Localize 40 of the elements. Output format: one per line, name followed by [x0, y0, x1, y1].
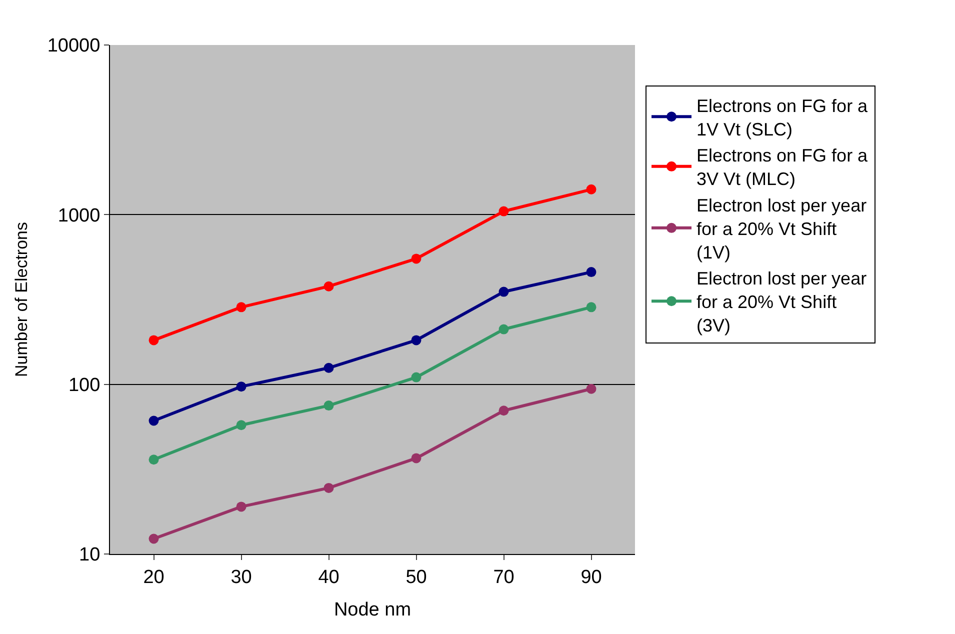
point	[236, 302, 246, 312]
point	[586, 184, 596, 194]
point	[236, 502, 246, 512]
point	[324, 400, 334, 411]
point	[498, 206, 509, 216]
point	[324, 281, 334, 292]
x-tick-label: 50	[406, 566, 427, 588]
x-axis-title: Node nm	[334, 600, 412, 621]
y-tick-label: 10	[79, 544, 100, 566]
point	[498, 406, 509, 416]
y-tick-label: 100	[68, 374, 100, 396]
legend-label: Electrons on FG for a 1V Vt (SLC)	[696, 96, 869, 140]
point	[148, 416, 159, 426]
point	[586, 267, 596, 278]
point	[411, 372, 422, 382]
y-tick-label: 1000	[58, 205, 100, 226]
x-tick-label: 30	[230, 566, 252, 588]
point	[236, 420, 246, 430]
x-tick-label: 90	[580, 566, 602, 588]
point	[324, 482, 334, 493]
point	[498, 286, 509, 297]
legend-label: Electron lost per year for a 20% Vt Shift (1V)	[696, 196, 867, 262]
point	[148, 454, 159, 465]
point	[236, 382, 246, 392]
point	[411, 453, 422, 464]
point	[586, 384, 596, 394]
point	[148, 534, 159, 544]
x-tick-label: 40	[318, 566, 340, 588]
point	[586, 302, 596, 312]
point	[498, 324, 509, 334]
point	[324, 362, 334, 373]
y-axis-title: Number of Electrons	[12, 222, 31, 377]
legend-label: Electrons on FG for a 3V Vt (MLC)	[696, 146, 869, 190]
x-tick-label: 20	[143, 566, 164, 588]
point	[411, 254, 422, 264]
point	[148, 335, 159, 346]
legend-label: Electron lost per year for a 20% Vt Shift (3V)	[696, 268, 867, 336]
point	[411, 335, 422, 346]
y-tick-label: 10000	[47, 36, 100, 57]
x-tick-label: 70	[493, 566, 514, 588]
